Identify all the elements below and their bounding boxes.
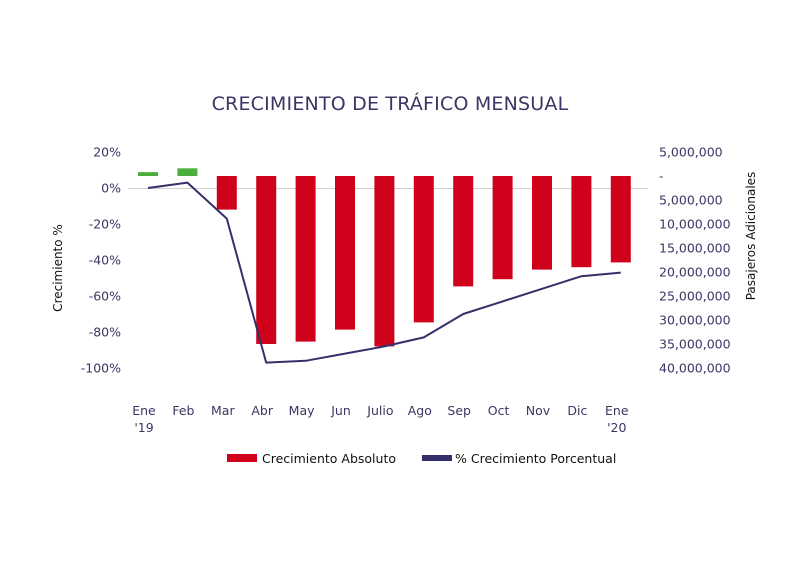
x-tick-label: Sep <box>447 403 471 418</box>
legend: Crecimiento Absoluto % Crecimiento Porce… <box>227 451 616 466</box>
x-tick-label: Ene <box>605 403 629 418</box>
x-tick-label: Feb <box>172 403 194 418</box>
right-tick-label: 5,000,000 <box>659 193 723 208</box>
legend-label-line: % Crecimiento Porcentual <box>455 451 616 466</box>
right-tick-label: - <box>659 169 664 184</box>
bar-5 <box>335 176 355 330</box>
left-tick-label: 20% <box>93 145 121 160</box>
left-tick-label: -20% <box>89 217 121 232</box>
right-tick-label: 30,000,000 <box>659 313 731 328</box>
bar-2 <box>216 176 237 210</box>
right-tick-label: 20,000,000 <box>659 265 731 280</box>
bar-3 <box>256 176 277 344</box>
x-tick-label: Mar <box>211 403 235 418</box>
left-axis-ticks: 20% 0% -20% -40% -60% -80% -100% <box>81 145 121 376</box>
left-tick-label: -100% <box>81 361 121 376</box>
right-tick-label: 15,000,000 <box>659 241 731 256</box>
right-tick-label: 40,000,000 <box>659 361 731 376</box>
x-tick-label: Oct <box>488 403 510 418</box>
x-tick-label: May <box>289 403 315 418</box>
bar-series <box>138 168 631 347</box>
x-tick-label: Ago <box>408 403 432 418</box>
x-tick-label: '19 <box>134 420 153 435</box>
left-tick-label: -40% <box>89 253 121 268</box>
x-tick-label: Abr <box>251 403 273 418</box>
line-series <box>147 181 621 364</box>
left-tick-label: -60% <box>89 289 121 304</box>
bar-1 <box>177 168 198 176</box>
left-tick-label: -80% <box>89 325 121 340</box>
left-axis-title: Crecimiento % <box>51 224 65 312</box>
right-tick-label: 5,000,000 <box>659 145 723 160</box>
bar-0 <box>138 172 158 176</box>
right-axis-title: Pasajeros Adicionales <box>744 172 758 301</box>
left-tick-label: 0% <box>101 181 121 196</box>
right-tick-label: 35,000,000 <box>659 337 731 352</box>
right-tick-label: 10,000,000 <box>659 217 731 232</box>
x-tick-label: Nov <box>526 403 551 418</box>
bar-8 <box>453 176 474 287</box>
x-tick-label: Julio <box>366 403 393 418</box>
x-tick-label: Ene <box>132 403 156 418</box>
x-tick-label: Dic <box>567 403 587 418</box>
bar-6 <box>374 176 395 347</box>
bar-12 <box>610 176 631 263</box>
bar-4 <box>295 176 316 342</box>
x-tick-label: '20 <box>607 420 626 435</box>
legend-label-bars: Crecimiento Absoluto <box>262 451 396 466</box>
legend-swatch-line <box>422 455 452 461</box>
growth-line <box>147 181 621 364</box>
right-axis-ticks: 5,000,000 - 5,000,000 10,000,000 15,000,000 2… <box>659 145 731 376</box>
right-tick-label: 25,000,000 <box>659 289 731 304</box>
bar-11 <box>571 176 592 268</box>
x-tick-label: Jun <box>330 403 351 418</box>
legend-swatch-bars <box>227 454 257 462</box>
bar-10 <box>532 176 552 270</box>
bar-9 <box>492 176 513 280</box>
chart-title: CRECIMIENTO DE TRÁFICO MENSUAL <box>212 92 569 115</box>
bar-7 <box>413 176 434 323</box>
x-axis-labels: Ene '19 Feb Mar Abr May Jun Julio Ago Sep Oct Nov Di… <box>132 403 629 435</box>
